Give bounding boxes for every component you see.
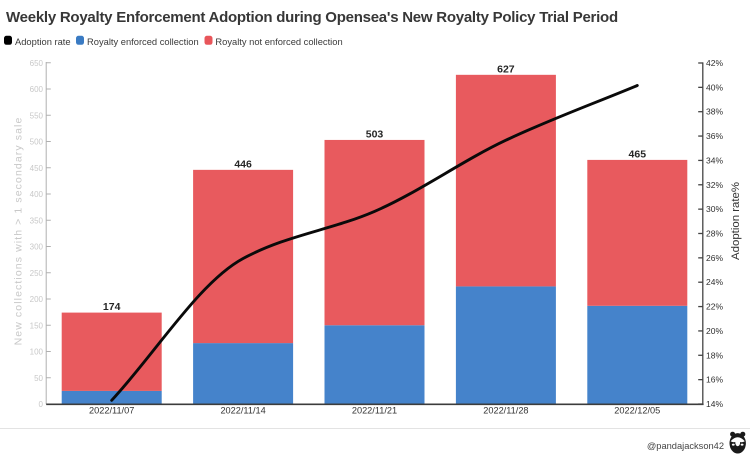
svg-text:22%: 22% (706, 302, 723, 312)
svg-text:446: 446 (234, 158, 252, 170)
svg-text:26%: 26% (706, 253, 723, 263)
svg-text:550: 550 (30, 111, 44, 120)
svg-text:28%: 28% (706, 228, 723, 238)
svg-text:Weekly Royalty Enforcement Ado: Weekly Royalty Enforcement Adoption duri… (6, 9, 618, 26)
svg-text:24%: 24% (706, 277, 723, 287)
svg-text:503: 503 (366, 128, 384, 140)
svg-text:350: 350 (30, 216, 44, 225)
svg-text:400: 400 (30, 190, 44, 199)
svg-text:@pandajackson42: @pandajackson42 (647, 441, 724, 451)
svg-text:18%: 18% (706, 350, 723, 360)
svg-text:174: 174 (103, 301, 121, 313)
svg-text:20%: 20% (706, 326, 723, 336)
svg-text:2022/11/07: 2022/11/07 (89, 406, 134, 416)
svg-text:14%: 14% (706, 399, 723, 409)
svg-text:250: 250 (30, 269, 44, 278)
svg-text:Adoption rate%: Adoption rate% (730, 182, 742, 260)
svg-text:42%: 42% (706, 58, 723, 68)
svg-text:32%: 32% (706, 180, 723, 190)
svg-text:450: 450 (30, 164, 44, 173)
svg-text:627: 627 (497, 63, 515, 75)
svg-text:50: 50 (34, 374, 43, 383)
svg-text:650: 650 (30, 59, 44, 68)
svg-text:200: 200 (30, 295, 44, 304)
svg-text:2022/11/14: 2022/11/14 (220, 406, 265, 416)
svg-text:2022/11/28: 2022/11/28 (483, 406, 528, 416)
svg-text:Royalty enforced collection: Royalty enforced collection (87, 37, 199, 47)
svg-text:38%: 38% (706, 107, 723, 117)
svg-text:Adoption rate: Adoption rate (15, 37, 71, 47)
svg-text:150: 150 (30, 321, 44, 330)
svg-text:0: 0 (39, 400, 44, 409)
svg-text:100: 100 (30, 348, 44, 357)
svg-text:36%: 36% (706, 131, 723, 141)
svg-text:300: 300 (30, 243, 44, 252)
svg-text:New collections with > 1 secon: New collections with > 1 secondary sale (13, 117, 25, 346)
svg-text:600: 600 (30, 85, 44, 94)
svg-text:30%: 30% (706, 204, 723, 214)
svg-text:16%: 16% (706, 375, 723, 385)
svg-text:34%: 34% (706, 155, 723, 165)
svg-text:Royalty not enforced collectio: Royalty not enforced collection (215, 37, 342, 47)
svg-text:2022/11/21: 2022/11/21 (352, 406, 397, 416)
svg-text:500: 500 (30, 138, 44, 147)
svg-text:465: 465 (629, 148, 647, 160)
svg-text:40%: 40% (706, 82, 723, 92)
svg-text:2022/12/05: 2022/12/05 (614, 406, 660, 416)
